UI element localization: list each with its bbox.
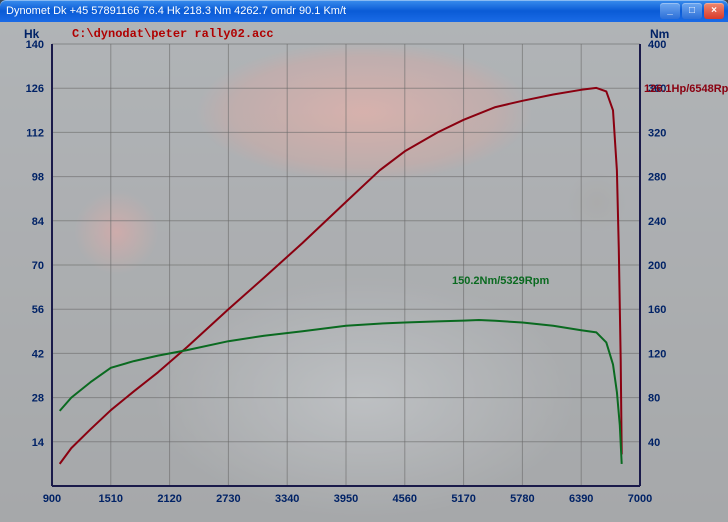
window-title: Dynomet Dk +45 57891166 76.4 Hk 218.3 Nm… (4, 0, 660, 22)
x-tick-label: 3340 (275, 493, 299, 505)
left-tick-label: 42 (32, 348, 44, 360)
right-tick-label: 160 (648, 304, 666, 316)
right-tick-label: 200 (648, 260, 666, 272)
x-tick-label: 1510 (99, 493, 123, 505)
right-tick-label: 40 (648, 437, 660, 449)
close-button[interactable]: × (704, 3, 724, 19)
hp-peak-label: 126.1Hp/6548Rpm (644, 83, 728, 95)
minimize-button[interactable]: _ (660, 3, 680, 19)
file-path-label: C:\dynodat\peter rally02.acc (72, 27, 274, 41)
right-axis-title: Nm (650, 27, 669, 41)
left-tick-label: 84 (32, 216, 45, 228)
right-tick-label: 120 (648, 348, 666, 360)
x-tick-label: 6390 (569, 493, 593, 505)
dyno-chart: 900 1510 2120 2730 3340 3950 4560 5170 5780 6390 7… (0, 22, 728, 522)
left-tick-label: 126 (26, 83, 44, 95)
right-tick-label: 240 (648, 216, 666, 228)
right-tick-label: 320 (648, 127, 666, 139)
left-tick-label: 28 (32, 393, 44, 405)
left-tick-label: 14 (32, 437, 45, 449)
x-tick-label: 5780 (510, 493, 534, 505)
left-tick-label: 70 (32, 260, 44, 272)
x-tick-label: 5170 (451, 493, 475, 505)
x-tick-label: 2120 (157, 493, 181, 505)
x-tick-label: 900 (43, 493, 61, 505)
nm-curve (60, 320, 622, 464)
x-tick-label: 2730 (216, 493, 240, 505)
maximize-button[interactable]: □ (682, 3, 702, 19)
left-tick-label: 56 (32, 304, 44, 316)
app-window: Dynomet Dk +45 57891166 76.4 Hk 218.3 Nm… (0, 0, 728, 522)
client-area: 900 1510 2120 2730 3340 3950 4560 5170 5780 6390 7… (0, 22, 728, 522)
x-tick-label: 7000 (628, 493, 652, 505)
title-bar[interactable]: Dynomet Dk +45 57891166 76.4 Hk 218.3 Nm… (0, 0, 728, 22)
right-tick-label: 80 (648, 393, 660, 405)
right-tick-label: 280 (648, 172, 666, 184)
left-axis-title: Hk (24, 27, 40, 41)
nm-peak-label: 150.2Nm/5329Rpm (452, 275, 549, 287)
x-tick-label: 4560 (393, 493, 417, 505)
left-tick-label: 98 (32, 172, 44, 184)
window-buttons: _ □ × (660, 3, 724, 19)
left-tick-label: 112 (26, 127, 44, 139)
x-tick-label: 3950 (334, 493, 358, 505)
